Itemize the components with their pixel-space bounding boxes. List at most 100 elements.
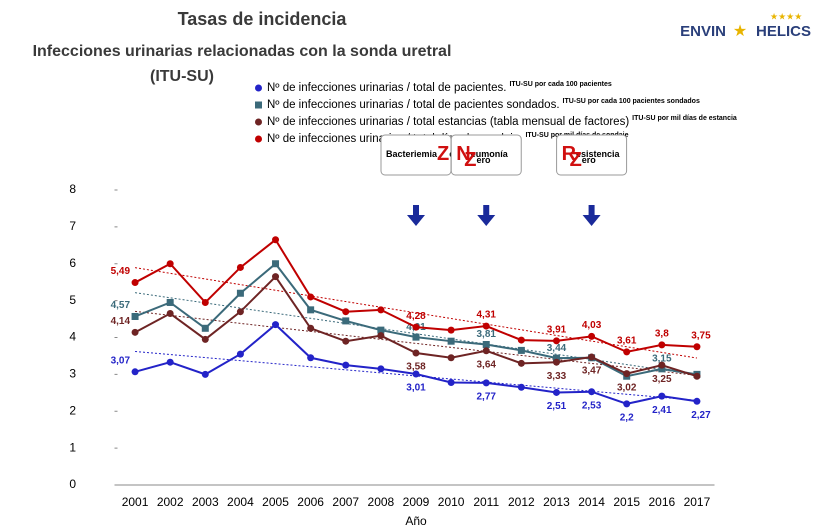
- value-label: 4,28: [406, 311, 426, 322]
- data-point: [201, 335, 209, 343]
- legend-note: ITU-SU por cada 100 pacientes sondados: [563, 98, 700, 105]
- y-tick-label: 3: [69, 367, 76, 381]
- data-point: [693, 397, 701, 405]
- value-label: 3,81: [477, 329, 497, 340]
- x-tick-label: 2002: [157, 495, 184, 509]
- value-label: 4,57: [111, 300, 131, 311]
- chart-title: Tasas de incidencia: [178, 9, 348, 29]
- x-tick-label: 2010: [438, 495, 465, 509]
- annotation-part: eumonía: [471, 149, 509, 159]
- data-point: [412, 349, 420, 357]
- data-point: [201, 370, 209, 378]
- value-label: 3,25: [652, 374, 672, 385]
- data-point: [166, 298, 174, 306]
- data-point: [412, 333, 420, 341]
- data-point: [377, 365, 385, 373]
- annotation-box: [450, 134, 522, 176]
- data-point: [236, 308, 244, 316]
- data-point: [342, 337, 350, 345]
- value-label: 3,07: [111, 355, 131, 366]
- data-point: [658, 365, 666, 373]
- data-point: [623, 370, 631, 378]
- annotation: BacteriemiaZero: [380, 134, 464, 226]
- x-tick-label: 2009: [403, 495, 430, 509]
- value-label: 3,33: [547, 371, 567, 382]
- annotation-arrow-shaft: [483, 205, 490, 215]
- annotation-text: NeumoníaZero: [456, 143, 508, 171]
- x-tick-label: 2005: [262, 495, 289, 509]
- data-point: [307, 324, 315, 332]
- data-point: [201, 298, 209, 306]
- value-label: 2,27: [691, 410, 711, 421]
- data-point: [482, 322, 490, 330]
- value-label: 2,2: [620, 413, 634, 424]
- chart-subtitle-2: (ITU-SU): [150, 68, 214, 85]
- data-point: [482, 347, 490, 355]
- x-tick-label: 2011: [473, 495, 499, 509]
- data-point: [482, 379, 490, 387]
- y-tick-label: 8: [69, 182, 76, 196]
- value-label: 2,53: [582, 400, 602, 411]
- y-tick-label: 6: [69, 256, 76, 270]
- x-tick-label: 2007: [332, 495, 359, 509]
- data-point: [377, 306, 385, 314]
- data-point: [342, 317, 350, 325]
- x-tick-label: 2004: [227, 495, 254, 509]
- value-label: 2,77: [477, 391, 497, 402]
- data-point: [517, 359, 525, 367]
- data-point: [307, 306, 315, 314]
- logo-star: ★: [733, 23, 747, 40]
- data-point: [236, 263, 244, 271]
- data-point: [272, 273, 280, 281]
- data-point: [658, 361, 666, 369]
- data-point: [377, 332, 385, 340]
- x-tick-label: 2013: [543, 495, 570, 509]
- annotation-arrow-shaft: [588, 205, 595, 215]
- y-tick-label: 1: [69, 440, 76, 454]
- data-point: [236, 289, 244, 297]
- value-label: 5,49: [111, 266, 131, 277]
- data-point: [131, 312, 139, 320]
- x-tick-label: 2003: [192, 495, 219, 509]
- y-tick-label: 5: [69, 293, 76, 307]
- x-tick-label: 2008: [368, 495, 395, 509]
- data-point: [693, 372, 701, 380]
- data-point: [517, 383, 525, 391]
- data-point: [166, 310, 174, 318]
- data-point: [236, 350, 244, 358]
- annotation: ResistenciaZero: [556, 134, 628, 226]
- annotation-text: ResistenciaZero: [562, 143, 621, 171]
- data-point: [447, 326, 455, 334]
- annotation-arrow-head: [582, 215, 601, 226]
- annotation-part: esistencia: [576, 149, 621, 159]
- value-label: 3,44: [547, 343, 567, 354]
- trend-line: [134, 292, 698, 376]
- data-point: [693, 343, 701, 351]
- y-tick-label: 7: [69, 219, 76, 233]
- data-point: [552, 388, 560, 396]
- x-tick-label: 2001: [122, 495, 149, 509]
- data-point: [658, 341, 666, 349]
- data-point: [588, 388, 596, 396]
- data-point: [517, 346, 525, 354]
- annotation-part: N: [456, 143, 470, 165]
- value-label: 3,47: [582, 366, 602, 377]
- logo-stars: ★★★★: [770, 11, 802, 21]
- value-label: 3,01: [406, 383, 426, 394]
- legend-note: ITU-SU por cada 100 pacientes: [509, 81, 611, 88]
- legend-label: Nº de infecciones urinarias / total de p…: [267, 82, 506, 94]
- data-point: [623, 400, 631, 408]
- annotation-arrow-head: [407, 215, 425, 226]
- data-point: [447, 337, 455, 345]
- data-point: [588, 353, 596, 361]
- data-point: [131, 368, 139, 376]
- y-tick-label: 2: [69, 403, 76, 417]
- data-point: [166, 358, 174, 366]
- legend-marker: [255, 84, 262, 92]
- data-point: [272, 260, 280, 268]
- data-point: [482, 341, 490, 349]
- value-label: 3,61: [617, 336, 637, 347]
- data-point: [552, 354, 560, 362]
- data-point: [552, 337, 560, 345]
- data-point: [552, 358, 560, 366]
